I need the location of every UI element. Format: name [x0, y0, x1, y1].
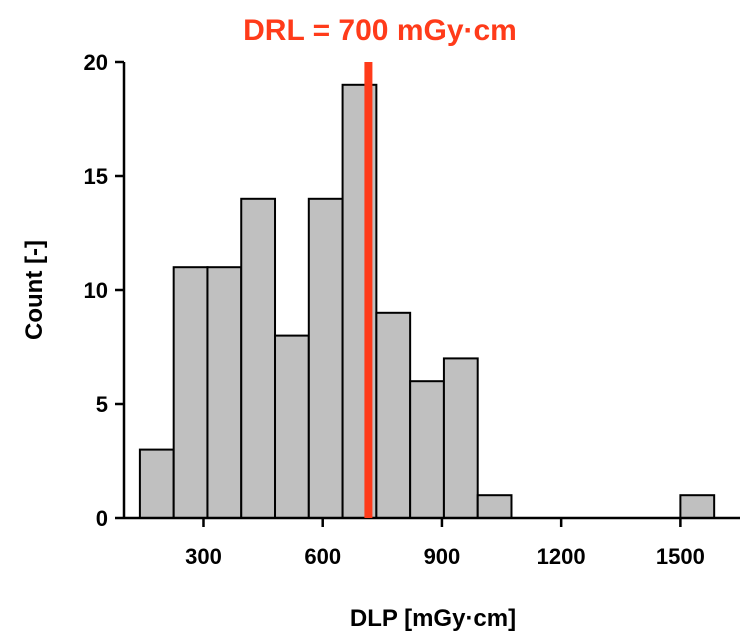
y-axis-title: Count [-]	[21, 240, 48, 340]
histogram-bar	[240, 197, 277, 520]
x-tick-label: 300	[185, 544, 222, 569]
y-tick-label: 5	[96, 392, 108, 417]
y-tick-label: 20	[84, 50, 108, 75]
histogram-bar	[679, 494, 716, 520]
x-tick-label: 1500	[656, 544, 705, 569]
drl-label: DRL = 700 mGy·cm	[243, 14, 517, 47]
y-tick-label: 10	[84, 278, 108, 303]
histogram-bar	[442, 357, 479, 519]
histogram-bar	[138, 448, 175, 520]
bars-group	[138, 83, 716, 520]
histogram-bar	[274, 334, 310, 519]
x-axis-title: DLP [mGy·cm]	[350, 605, 516, 632]
x-ticks-group: 300 600 900 1200 1500	[185, 518, 705, 569]
y-tick-label: 15	[84, 164, 108, 189]
histogram-bar	[172, 266, 209, 520]
y-tick-label: 0	[96, 506, 108, 531]
x-tick-label: 900	[424, 544, 461, 569]
histogram-bar	[409, 380, 445, 520]
y-ticks-group: 0 5 10 15 20	[84, 50, 124, 531]
histogram-bar	[307, 197, 344, 520]
histogram-bar	[206, 266, 243, 520]
x-tick-label: 1200	[537, 544, 586, 569]
histogram-bar	[476, 494, 513, 520]
x-tick-label: 600	[304, 544, 341, 569]
histogram-bar	[375, 311, 412, 519]
